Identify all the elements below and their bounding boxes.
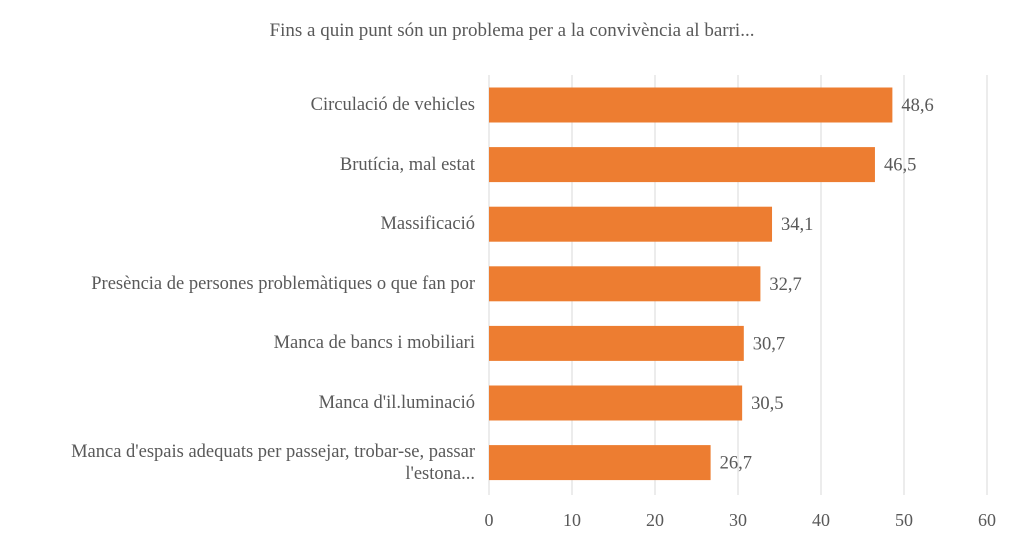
data-label: 32,7 [769, 275, 801, 295]
data-label: 48,6 [901, 96, 933, 116]
bar [489, 445, 711, 481]
category-label: Presència de persones problemàtiques o q… [91, 273, 475, 294]
data-label: 26,7 [720, 454, 752, 474]
data-label: 30,5 [751, 394, 783, 414]
category-label: Manca de bancs i mobiliari [273, 333, 475, 354]
x-tick-label: 40 [812, 510, 830, 530]
x-tick-label: 50 [895, 510, 913, 530]
data-label: 34,1 [781, 215, 813, 235]
bar [489, 325, 744, 361]
category-label: Brutícia, mal estat [339, 154, 475, 175]
category-label: Manca d'espais adequats per passejar, tr… [71, 441, 475, 484]
category-label: Manca d'il.luminació [318, 393, 475, 413]
chart-title: Fins a quin punt són un problema per a l… [269, 20, 755, 41]
x-tick-label: 30 [729, 510, 747, 530]
category-label: Massificació [380, 214, 475, 235]
data-label: 30,7 [753, 334, 785, 354]
x-tick-label: 60 [978, 510, 996, 530]
bar [489, 266, 761, 302]
x-tick-label: 20 [646, 510, 664, 530]
category-label: Circulació de vehicles [310, 95, 475, 115]
bar [489, 87, 893, 123]
bar [489, 147, 875, 183]
bar [489, 206, 773, 242]
x-tick-label: 10 [563, 510, 581, 530]
data-label: 46,5 [884, 156, 916, 176]
bar [489, 385, 743, 421]
x-tick-label: 0 [485, 510, 494, 530]
